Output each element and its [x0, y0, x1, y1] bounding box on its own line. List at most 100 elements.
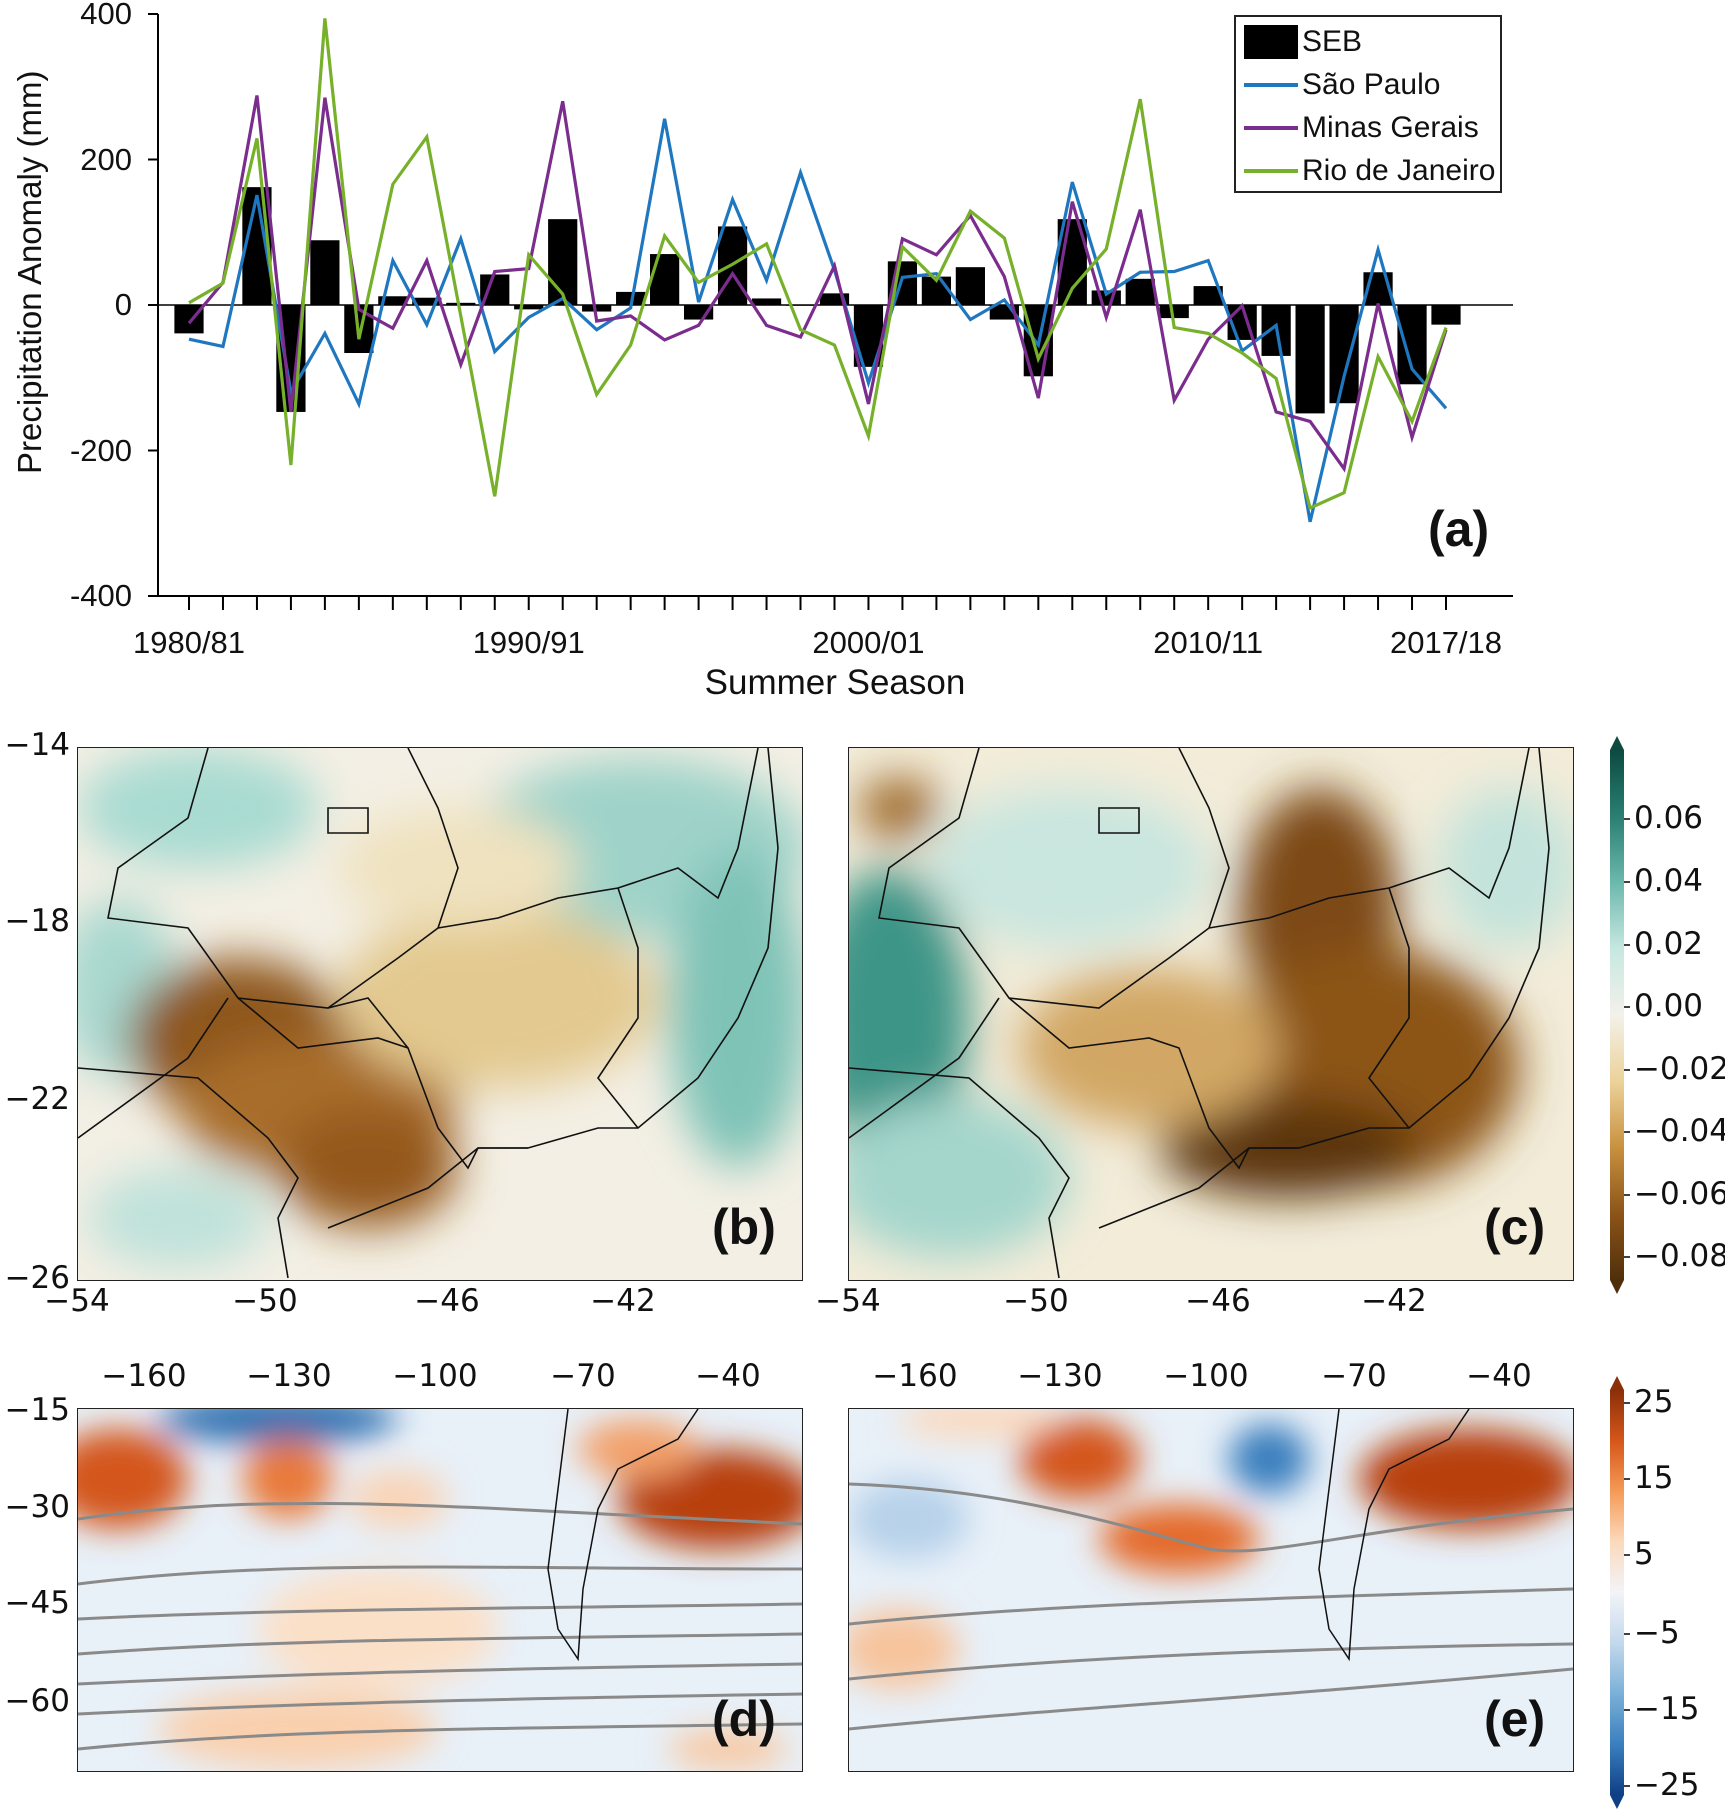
lon-tick-label: −70	[1321, 1358, 1387, 1394]
colorbar-tick-label: −25	[1634, 1767, 1700, 1803]
lon-tick-label: −54	[815, 1283, 881, 1319]
bar-seb	[819, 293, 850, 305]
colorbar-tick-label: 0.00	[1634, 988, 1704, 1024]
panel-label-c: (c)	[1484, 1199, 1546, 1255]
bar-seb	[650, 254, 680, 305]
lat-tick-label: −60	[4, 1683, 70, 1719]
legend-label: Minas Gerais	[1302, 110, 1479, 144]
map-panel-b	[77, 747, 803, 1281]
precipitation-trend-map-b	[78, 748, 802, 1280]
legend-item-minas-gerais: Minas Gerais	[1236, 106, 1500, 149]
bar-seb	[1329, 305, 1359, 404]
lon-tick-label: −130	[1017, 1358, 1103, 1394]
lat-tick-label: −26	[4, 1260, 70, 1296]
legend-swatch-line	[1244, 125, 1298, 130]
colorbar-anomaly	[1610, 1376, 1630, 1809]
bar-seb	[1431, 305, 1461, 325]
state-borders	[78, 748, 779, 1279]
x-tick-label: 2000/01	[812, 625, 925, 660]
colorbar-tick-label: 0.04	[1634, 863, 1704, 899]
colorbar-extend-min	[1610, 1795, 1624, 1809]
y-tick-label: 200	[80, 141, 132, 177]
bar-seb	[378, 296, 408, 305]
lat-tick-label: −14	[4, 727, 70, 763]
legend-item-seb: SEB	[1236, 20, 1500, 63]
map-panel-c	[848, 747, 1574, 1281]
bar-seb	[616, 291, 646, 305]
legend-label: São Paulo	[1302, 67, 1441, 101]
bar-seb	[514, 305, 544, 310]
colorbar-tick-label: 0.06	[1634, 800, 1704, 836]
x-tick-label: 2010/11	[1153, 625, 1264, 660]
lat-tick-label: −45	[4, 1585, 70, 1621]
bar-seb	[208, 305, 238, 306]
colorbar-gradient	[1610, 1390, 1624, 1795]
coastline	[547, 1409, 699, 1662]
legend-item-sao-paulo: São Paulo	[1236, 63, 1500, 106]
colorbar-tick-label: 25	[1634, 1384, 1674, 1420]
panel-label-e: (e)	[1484, 1691, 1546, 1747]
colorbar-tick-label: −0.04	[1634, 1113, 1725, 1149]
bar-seb	[751, 298, 782, 305]
lon-tick-label: −130	[246, 1358, 332, 1394]
colorbar-tick-label: −0.08	[1634, 1238, 1725, 1274]
colorbar-tick-label: 15	[1634, 1460, 1674, 1496]
lon-tick-label: −42	[1361, 1283, 1427, 1319]
lon-tick-label: −40	[1466, 1358, 1532, 1394]
colorbar-extend-min	[1610, 1280, 1624, 1294]
line-s-o-paulo	[188, 118, 1448, 523]
streamlines	[849, 1482, 1573, 1731]
lon-tick-label: −46	[1185, 1283, 1251, 1319]
x-tick-label: 1980/81	[132, 625, 246, 660]
legend-swatch-bar	[1244, 24, 1298, 59]
precipitation-anomaly-chart	[148, 13, 1513, 610]
bar-seb	[412, 297, 442, 305]
x-tick-label: 2017/18	[1389, 625, 1503, 660]
colorbar-gradient	[1610, 750, 1624, 1280]
lat-tick-label: −15	[4, 1392, 70, 1428]
x-tick-label: 1990/91	[472, 625, 585, 660]
anomaly-map-e	[849, 1409, 1573, 1771]
colorbar-tick-label: 0.02	[1634, 926, 1704, 962]
legend-swatch-line	[1244, 168, 1298, 173]
lat-tick-label: −22	[4, 1081, 70, 1117]
legend: SEB São Paulo Minas Gerais Rio de Janeir…	[1234, 15, 1502, 193]
colorbar-extend-max	[1610, 1376, 1624, 1390]
line-rio-de-janeiro	[188, 18, 1448, 511]
bar-seb	[1125, 278, 1155, 305]
precipitation-trend-map-c	[849, 748, 1573, 1280]
coastline	[1318, 1409, 1470, 1662]
y-tick-label: -400	[69, 578, 132, 613]
colorbar-tick-label: 5	[1634, 1536, 1654, 1572]
map-panel-e	[848, 1408, 1574, 1772]
lon-tick-label: −50	[232, 1283, 298, 1319]
colorbar-tick-label: −15	[1634, 1691, 1700, 1727]
bar-seb	[1397, 305, 1427, 385]
bar-seb	[1193, 286, 1223, 305]
lon-tick-label: −42	[590, 1283, 656, 1319]
x-axis-label: Summer Season	[704, 663, 966, 702]
map-panel-d	[77, 1408, 803, 1772]
legend-swatch-line	[1244, 82, 1298, 87]
bar-seb	[310, 240, 340, 305]
lon-tick-label: −100	[392, 1358, 478, 1394]
lon-tick-label: −100	[1163, 1358, 1249, 1394]
lat-tick-label: −30	[4, 1489, 70, 1525]
lon-tick-label: −40	[695, 1358, 761, 1394]
colorbar-tick-label: −5	[1634, 1615, 1680, 1651]
legend-label: SEB	[1302, 24, 1363, 58]
streamlines	[78, 1501, 802, 1751]
lon-tick-label: −160	[872, 1358, 958, 1394]
bar-seb	[548, 219, 578, 305]
bar-seb	[955, 267, 985, 305]
state-borders	[849, 748, 1550, 1279]
legend-item-rio-de-janeiro: Rio de Janeiro	[1236, 149, 1500, 192]
panel-label-b: (b)	[712, 1199, 776, 1255]
lon-tick-label: −70	[550, 1358, 616, 1394]
lat-tick-label: −18	[4, 903, 70, 939]
lon-tick-label: −46	[414, 1283, 480, 1319]
bar-seb	[582, 305, 612, 312]
bar-seb	[446, 302, 476, 305]
line-minas-gerais	[187, 95, 1448, 473]
y-tick-label: 0	[114, 287, 132, 322]
